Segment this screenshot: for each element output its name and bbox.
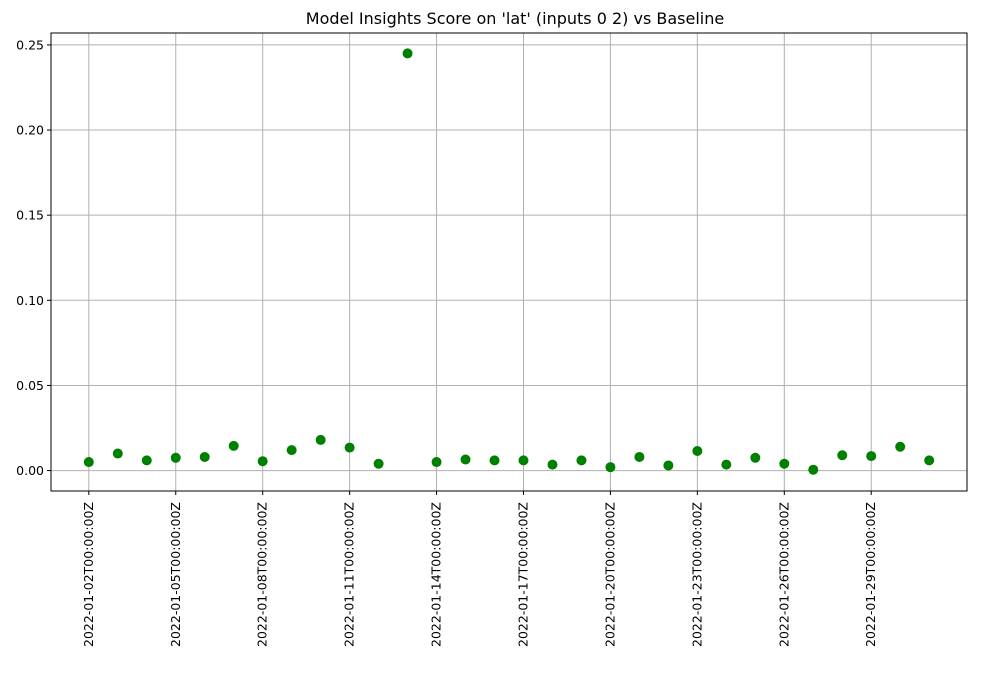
data-point [402, 48, 413, 59]
data-point [199, 451, 210, 462]
data-point [141, 455, 152, 466]
x-tick-label: 2022-01-05T00:00:00Z [168, 502, 183, 647]
data-point [576, 455, 587, 466]
x-tick-label: 2022-01-14T00:00:00Z [429, 502, 444, 647]
x-tick-label: 2022-01-02T00:00:00Z [81, 502, 96, 647]
data-point [170, 452, 181, 463]
x-tick-label: 2022-01-20T00:00:00Z [602, 502, 617, 647]
data-point [286, 445, 297, 456]
data-point [489, 455, 500, 466]
x-axis: 2022-01-02T00:00:00Z 2022-01-05T00:00:00Z… [81, 491, 878, 647]
y-tick-label: 0.10 [16, 293, 44, 308]
x-tick-label: 2022-01-17T00:00:00Z [515, 502, 530, 647]
x-tick-label: 2022-01-26T00:00:00Z [776, 502, 791, 647]
data-point [866, 451, 877, 462]
x-tick-label: 2022-01-08T00:00:00Z [255, 502, 270, 647]
data-point [837, 450, 848, 461]
data-point [663, 460, 674, 471]
data-point [924, 455, 935, 466]
data-point [83, 457, 94, 468]
y-tick-label: 0.20 [16, 123, 44, 138]
data-point [895, 441, 906, 452]
plot-area-frame [50, 32, 968, 492]
data-point [605, 462, 616, 473]
data-point [779, 458, 790, 469]
grid-lines [51, 33, 967, 491]
data-point [547, 459, 558, 470]
data-point [808, 464, 819, 475]
y-axis: 0.00 0.05 0.10 0.15 0.20 0.25 [16, 37, 51, 478]
y-tick-label: 0.25 [16, 37, 44, 52]
x-tick-label: 2022-01-29T00:00:00Z [863, 502, 878, 647]
x-tick-label: 2022-01-23T00:00:00Z [689, 502, 704, 647]
x-tick-label: 2022-01-11T00:00:00Z [342, 502, 357, 647]
data-point [228, 440, 239, 451]
y-tick-label: 0.00 [16, 463, 44, 478]
data-point [257, 456, 268, 467]
data-points [83, 48, 935, 475]
data-point [431, 457, 442, 468]
y-tick-label: 0.05 [16, 378, 44, 393]
data-point [112, 448, 123, 459]
chart-title: Model Insights Score on 'lat' (inputs 0 … [306, 9, 724, 28]
data-point [518, 455, 529, 466]
y-tick-label: 0.15 [16, 208, 44, 223]
data-point [460, 454, 471, 465]
data-point [344, 442, 355, 453]
data-point [750, 452, 761, 463]
data-point [721, 459, 732, 470]
data-point [373, 458, 384, 469]
data-point [634, 451, 645, 462]
data-point [315, 434, 326, 445]
data-point [692, 445, 703, 456]
